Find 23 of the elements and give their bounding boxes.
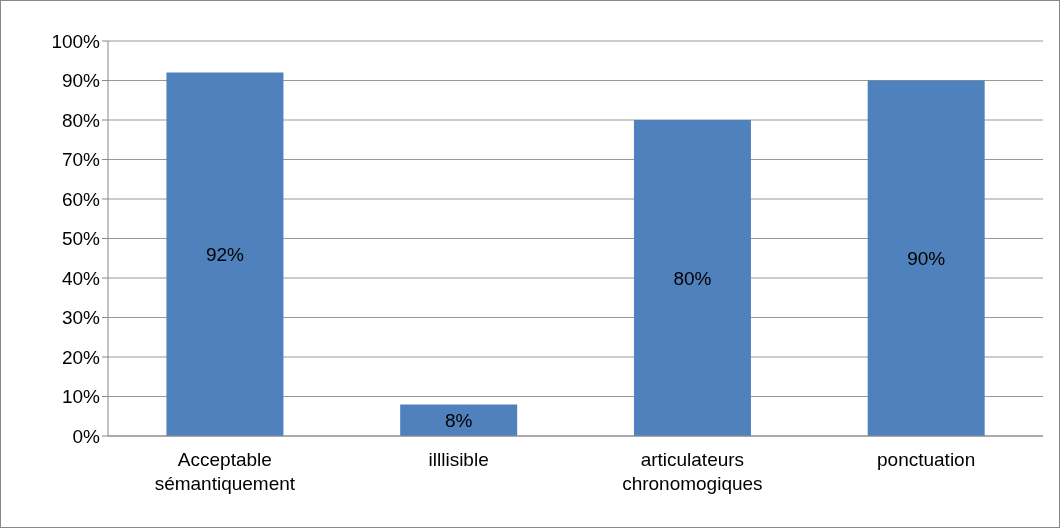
y-tick-label: 40% (61, 267, 101, 289)
data-label: 90% (907, 247, 946, 269)
y-tick-label: 60% (61, 188, 101, 210)
y-tick-label: 50% (61, 228, 101, 250)
y-tick-label: 100% (51, 30, 101, 52)
x-tick-label: articulateurs chronomogiques (622, 449, 763, 494)
data-label: 8% (444, 409, 473, 431)
bar (400, 404, 518, 436)
x-tick-label: ponctuation (877, 449, 976, 470)
y-tick-label: 10% (61, 386, 101, 408)
y-tick-label: 90% (61, 70, 101, 92)
y-tick-label: 20% (61, 346, 101, 368)
data-label: 92% (205, 244, 245, 266)
data-label: 80% (673, 267, 712, 289)
y-tick-label: 0% (72, 425, 101, 447)
x-tick-label: Acceptable sémantiquement (154, 449, 296, 494)
bar (633, 120, 751, 436)
y-tick-label: 30% (61, 307, 101, 329)
x-tick-label: illlisible (428, 449, 489, 470)
y-tick-label: 70% (61, 149, 101, 171)
y-tick-label: 80% (61, 109, 101, 131)
bar (166, 72, 284, 436)
bar (867, 80, 985, 436)
